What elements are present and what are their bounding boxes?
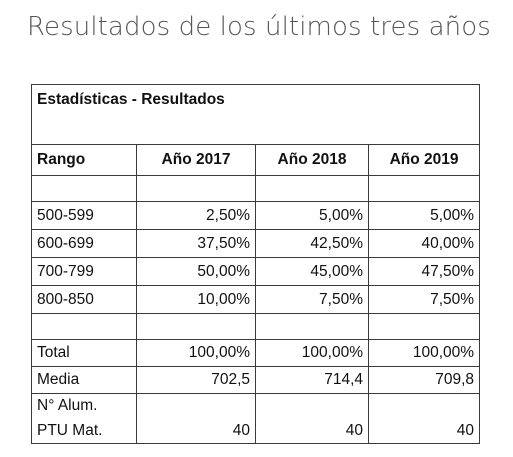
blank-cell: [136, 175, 256, 202]
value-cell: 5,00%: [367, 201, 481, 230]
media-value: 702,5: [136, 366, 256, 394]
blank-cell: [136, 313, 256, 340]
alumnos-row-top: N° Alum.: [31, 393, 481, 418]
statistics-table: Estadísticas - Resultados Rango Año 2017…: [30, 84, 481, 444]
range-label: 800-850: [31, 285, 137, 314]
value-cell: 50,00%: [136, 257, 256, 286]
range-label: 600-699: [31, 229, 137, 258]
value-cell: 7,50%: [255, 285, 369, 314]
blank-cell: [367, 313, 481, 340]
total-value: 100,00%: [367, 339, 481, 367]
table-row: 600-699 37,50% 42,50% 40,00%: [31, 229, 481, 258]
media-label: Media: [31, 366, 137, 394]
media-row: Media 702,5 714,4 709,8: [31, 366, 481, 394]
table-row: 700-799 50,00% 45,00% 47,50%: [31, 257, 481, 286]
value-cell: 2,50%: [136, 201, 256, 230]
total-row: Total 100,00% 100,00% 100,00%: [31, 339, 481, 367]
value-cell: 10,00%: [136, 285, 256, 314]
empty-cell: [136, 393, 256, 418]
column-header-rango: Rango: [31, 144, 137, 176]
column-header-2019: Año 2019: [367, 144, 481, 176]
value-cell: 45,00%: [255, 257, 369, 286]
table-row: 800-850 10,00% 7,50% 7,50%: [31, 285, 481, 314]
value-cell: 47,50%: [367, 257, 481, 286]
alumnos-value: 40: [367, 418, 481, 444]
page-heading: Resultados de los últimos tres años: [27, 12, 491, 42]
blank-cell: [31, 175, 137, 202]
table-title: Estadísticas - Resultados: [30, 84, 481, 145]
blank-cell: [255, 175, 369, 202]
blank-cell: [255, 313, 369, 340]
value-cell: 40,00%: [367, 229, 481, 258]
range-label: 700-799: [31, 257, 137, 286]
table-header-row: Rango Año 2017 Año 2018 Año 2019: [31, 144, 481, 176]
alumnos-value: 40: [136, 418, 256, 444]
total-value: 100,00%: [136, 339, 256, 367]
value-cell: 5,00%: [255, 201, 369, 230]
alumnos-value: 40: [255, 418, 369, 444]
table-title-row: Estadísticas - Resultados: [30, 84, 481, 145]
blank-cell: [367, 175, 481, 202]
column-header-2017: Año 2017: [136, 144, 256, 176]
value-cell: 37,50%: [136, 229, 256, 258]
statistics-table-container: Estadísticas - Resultados Rango Año 2017…: [30, 84, 481, 444]
range-label: 500-599: [31, 201, 137, 230]
total-label: Total: [31, 339, 137, 367]
value-cell: 7,50%: [367, 285, 481, 314]
value-cell: 42,50%: [255, 229, 369, 258]
empty-cell: [255, 393, 369, 418]
table-row: 500-599 2,50% 5,00% 5,00%: [31, 201, 481, 230]
column-header-2018: Año 2018: [255, 144, 369, 176]
blank-row: [31, 313, 481, 340]
empty-cell: [367, 393, 481, 418]
alumnos-label-line1: N° Alum.: [31, 393, 137, 418]
total-value: 100,00%: [255, 339, 369, 367]
alumnos-row-bottom: PTU Mat. 40 40 40: [31, 418, 481, 444]
media-value: 709,8: [367, 366, 481, 394]
blank-cell: [31, 313, 137, 340]
blank-row: [31, 175, 481, 202]
media-value: 714,4: [255, 366, 369, 394]
alumnos-label-line2: PTU Mat.: [31, 418, 137, 444]
